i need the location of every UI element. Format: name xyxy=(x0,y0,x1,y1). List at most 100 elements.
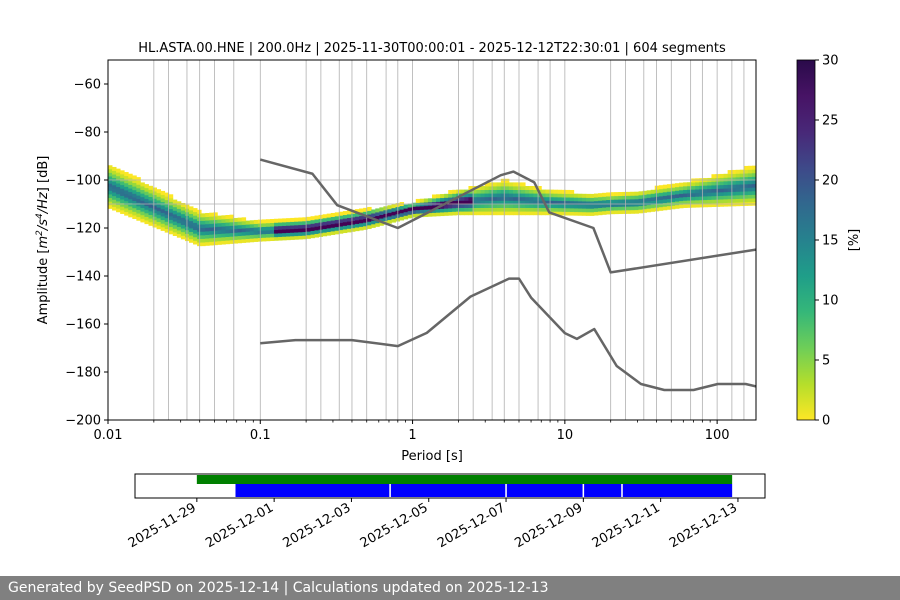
density-cell xyxy=(569,189,575,194)
density-cell xyxy=(274,233,279,238)
density-cell xyxy=(334,219,340,224)
density-cell xyxy=(189,235,194,240)
density-cell xyxy=(298,217,303,222)
density-cell xyxy=(124,182,129,187)
density-cell xyxy=(634,191,639,196)
density-cell xyxy=(156,196,162,201)
used-segment-bar xyxy=(622,484,733,497)
density-cell xyxy=(598,203,603,208)
density-cell xyxy=(545,211,550,216)
density-cell xyxy=(351,227,356,232)
density-cell xyxy=(525,207,530,212)
density-cell xyxy=(112,166,117,171)
density-cell xyxy=(432,205,437,210)
density-cell xyxy=(217,226,222,231)
density-cell xyxy=(282,225,287,230)
density-cell xyxy=(727,170,733,175)
density-cell xyxy=(116,208,121,213)
density-cell xyxy=(209,216,214,221)
density-cell xyxy=(683,196,688,201)
density-cell xyxy=(650,200,656,205)
density-cell xyxy=(529,186,534,190)
density-cell xyxy=(314,222,319,227)
density-cell xyxy=(468,193,473,198)
density-cell xyxy=(484,200,490,205)
density-cell xyxy=(545,193,550,198)
density-cell xyxy=(735,198,741,203)
density-cell xyxy=(537,204,542,208)
density-cell xyxy=(294,235,299,240)
density-cell xyxy=(557,196,562,201)
density-cell xyxy=(541,211,546,216)
density-cell xyxy=(310,219,315,224)
density-cell xyxy=(480,200,486,205)
density-cell xyxy=(172,217,178,222)
density-cell xyxy=(751,190,756,195)
y-tick-label: −80 xyxy=(74,126,101,141)
density-cell xyxy=(217,237,222,242)
density-cell xyxy=(265,237,271,242)
density-cell xyxy=(504,182,510,187)
density-cell xyxy=(508,211,514,216)
density-cell xyxy=(375,212,380,217)
density-cell xyxy=(549,200,554,205)
density-cell xyxy=(500,196,506,201)
density-cell xyxy=(751,165,756,170)
density-cell xyxy=(156,221,162,226)
density-cell xyxy=(606,206,611,211)
density-cell xyxy=(504,207,510,212)
high-noise-model-line xyxy=(259,158,756,274)
density-cell xyxy=(152,198,157,203)
density-cell xyxy=(747,194,753,199)
density-cell xyxy=(529,193,534,198)
density-cell xyxy=(322,221,328,226)
density-cell xyxy=(573,204,579,209)
density-cell xyxy=(533,196,538,201)
density-cell xyxy=(225,229,230,234)
density-cell xyxy=(436,194,441,199)
density-cell xyxy=(148,214,153,219)
density-cell xyxy=(176,204,182,209)
density-cell xyxy=(581,208,587,213)
density-cell xyxy=(658,199,664,204)
density-cell xyxy=(715,202,720,207)
density-cell xyxy=(261,237,267,242)
density-cell xyxy=(496,182,502,187)
density-cell xyxy=(618,202,623,207)
density-cell xyxy=(274,236,279,241)
density-cell xyxy=(265,226,271,231)
density-cell xyxy=(144,220,149,225)
density-cell xyxy=(237,235,243,240)
density-cell xyxy=(148,185,153,190)
density-cell xyxy=(160,226,166,231)
density-cell xyxy=(602,210,607,215)
density-cell xyxy=(164,217,170,222)
density-cell xyxy=(480,204,486,208)
density-cell xyxy=(189,231,194,236)
density-cell xyxy=(108,186,113,191)
density-cell xyxy=(638,205,643,210)
density-cell xyxy=(128,209,133,214)
density-cell xyxy=(719,177,724,182)
density-cell xyxy=(549,193,554,198)
density-cell xyxy=(691,203,696,208)
density-cell xyxy=(108,165,113,170)
density-cell xyxy=(581,211,587,216)
density-cell xyxy=(569,204,575,209)
density-cell xyxy=(707,203,712,208)
density-cell xyxy=(573,208,579,213)
density-cell xyxy=(229,225,234,230)
density-cell xyxy=(549,204,554,209)
density-cell xyxy=(371,223,376,228)
density-cell xyxy=(577,208,583,213)
density-cell xyxy=(342,225,348,230)
density-cell xyxy=(513,182,518,187)
density-cell xyxy=(715,199,720,204)
density-cell xyxy=(294,224,299,229)
density-cell xyxy=(270,226,275,231)
density-cell xyxy=(723,188,729,193)
density-cell xyxy=(711,181,716,186)
density-cell xyxy=(743,191,749,196)
density-cell xyxy=(500,211,506,216)
density-cell xyxy=(108,183,113,188)
